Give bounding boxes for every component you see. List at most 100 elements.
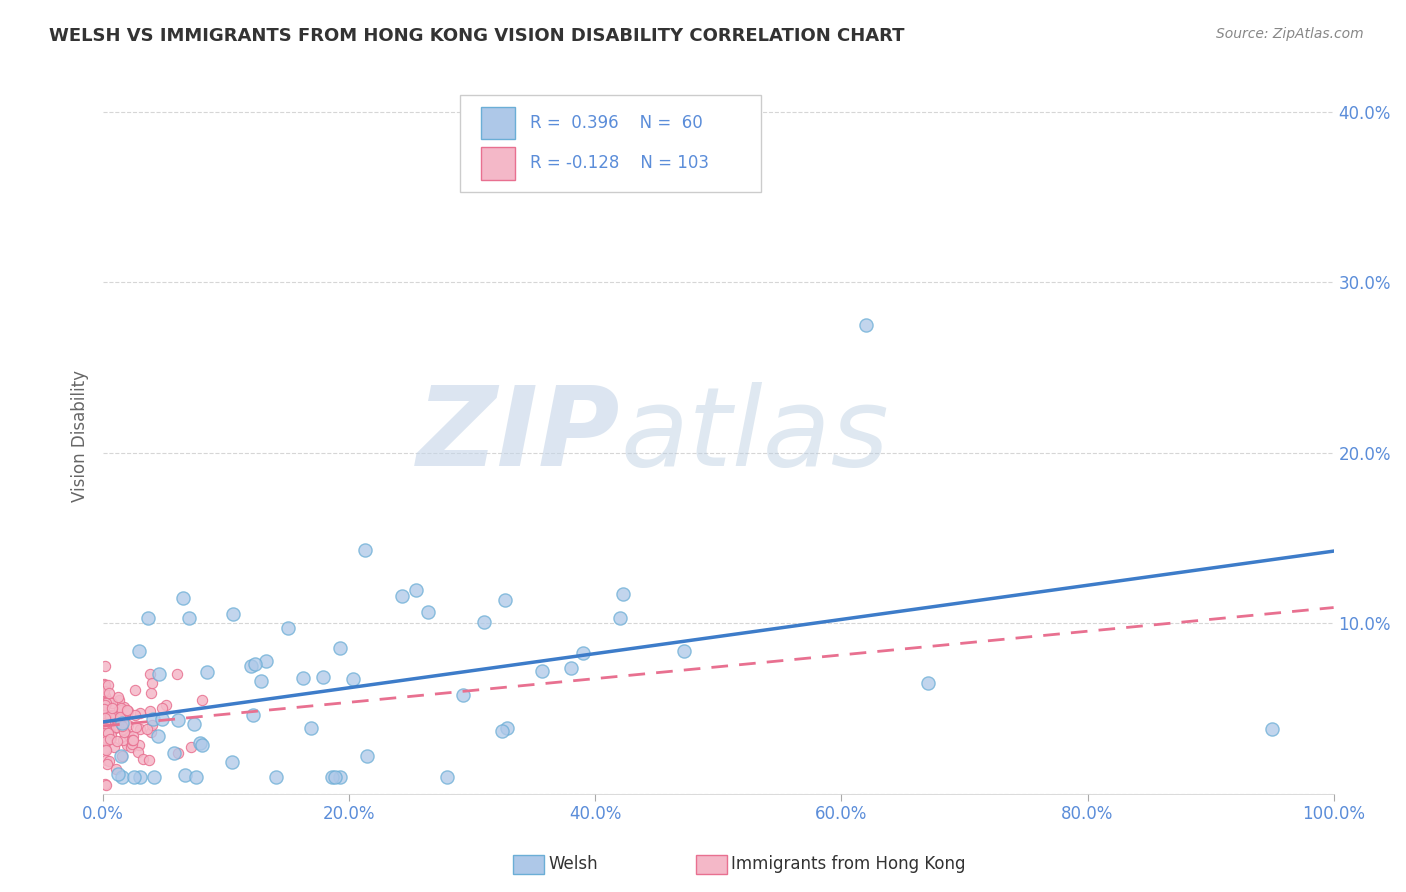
Point [221,756,243,770]
Point [103,740,125,755]
Point [166,667,188,681]
Point [277,621,299,635]
Text: WELSH VS IMMIGRANTS FROM HONG KONG VISION DISABILITY CORRELATION CHART: WELSH VS IMMIGRANTS FROM HONG KONG VISIO… [49,27,904,45]
Point [672,644,695,658]
Point [101,708,124,723]
Point [139,667,162,681]
Point [139,725,162,739]
Point [124,708,146,723]
Point [150,701,173,715]
Point [103,713,125,727]
Point [96,706,118,721]
Point [180,739,202,754]
Point [128,643,150,657]
Point [100,723,122,738]
Point [323,770,346,784]
Point [93,741,115,756]
Point [167,746,190,760]
Point [100,728,122,742]
Point [117,718,139,732]
Point [356,748,378,763]
Point [93,721,115,735]
Point [391,589,413,603]
Point [138,754,160,768]
Point [184,770,207,784]
Point [94,712,117,726]
Point [94,716,117,731]
Point [96,757,118,772]
Point [93,727,115,741]
Point [111,770,134,784]
Point [117,703,139,717]
Point [118,729,141,743]
Point [94,741,117,756]
Point [264,770,287,784]
Point [572,646,595,660]
Point [97,709,120,723]
Point [105,734,128,748]
Point [104,762,127,776]
Point [93,716,115,731]
Point [148,729,170,743]
Point [112,732,135,747]
Point [250,674,273,689]
Point [111,748,134,763]
Text: R =  0.396    N =  60: R = 0.396 N = 60 [530,114,703,132]
Point [108,712,131,726]
Point [96,717,118,731]
Point [142,712,165,726]
Point [299,721,322,735]
Point [94,733,117,747]
Point [127,745,149,759]
Point [93,678,115,692]
Point [98,686,121,700]
Point [100,725,122,739]
Point [135,722,157,736]
Point [111,719,134,733]
Point [609,611,631,625]
Point [917,676,939,690]
Point [188,736,211,750]
Point [94,690,117,704]
Text: atlas: atlas [620,382,889,489]
Point [122,732,145,747]
Point [93,712,115,726]
Point [96,778,118,792]
Point [155,698,177,712]
Point [94,698,117,712]
Point [111,716,134,731]
Point [163,746,186,760]
Point [108,702,131,716]
Point [105,720,128,734]
Point [94,711,117,725]
Point [121,737,143,751]
Point [107,690,129,704]
Point [98,731,121,746]
Point [436,770,458,784]
Point [472,615,495,629]
Point [183,717,205,731]
Point [93,684,115,698]
Point [93,739,115,754]
Point [112,700,135,714]
Point [179,611,201,625]
Point [132,752,155,766]
Point [112,724,135,739]
Point [612,587,634,601]
Point [97,677,120,691]
Point [97,726,120,740]
Bar [481,147,516,179]
Point [115,738,138,752]
Point [120,740,142,755]
Point [451,688,474,702]
Point [128,723,150,737]
Point [96,713,118,727]
Point [292,671,315,685]
Point [124,682,146,697]
Point [141,676,163,690]
Point [173,768,195,782]
Point [122,770,145,784]
Point [495,721,517,735]
Point [191,738,214,752]
Point [108,692,131,706]
